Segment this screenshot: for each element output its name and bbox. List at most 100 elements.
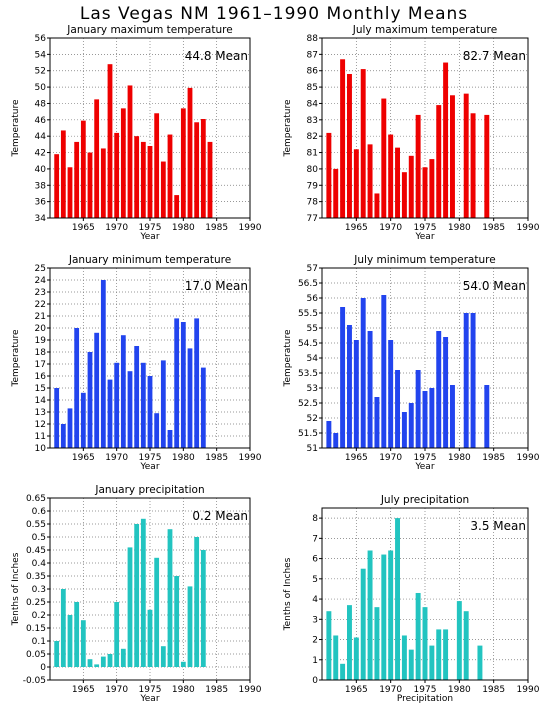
y-tick-label: 52: [35, 67, 46, 77]
bar-1981: [463, 611, 469, 680]
y-tick-label: 0.2: [32, 611, 46, 621]
y-tick-label: 46: [35, 116, 47, 126]
bar-1981: [187, 586, 193, 667]
bar-1965: [353, 149, 359, 218]
bar-1962: [333, 168, 339, 218]
chart-title: July maximum temperature: [352, 24, 497, 36]
bar-1966: [360, 298, 366, 448]
y-tick-label: 0.4: [32, 559, 47, 569]
x-tick-label: 1985: [205, 223, 228, 233]
bar-1979: [174, 318, 180, 448]
x-tick-label: 1980: [448, 685, 471, 695]
bar-1981: [463, 313, 469, 448]
chart-title: January maximum temperature: [66, 24, 232, 36]
y-tick-label: 82: [307, 132, 318, 142]
x-tick-label: 1980: [448, 453, 471, 463]
bar-1973: [134, 136, 140, 218]
bar-1980: [180, 108, 186, 218]
bar-1977: [436, 629, 442, 680]
bar-1963: [340, 307, 346, 448]
bar-1983: [200, 550, 206, 667]
bar-1963: [67, 167, 73, 218]
x-tick-label: 1975: [139, 453, 162, 463]
bar-1968: [374, 397, 380, 448]
y-axis-label: Temperature: [11, 99, 21, 157]
x-axis-label: Year: [139, 462, 159, 472]
bar-1977: [160, 646, 166, 667]
bar-1964: [74, 141, 80, 218]
bar-1974: [140, 141, 146, 218]
bar-1967: [94, 99, 100, 218]
x-tick-label: 1965: [345, 223, 368, 233]
x-tick-label: 1970: [105, 453, 128, 463]
x-tick-label: 1975: [139, 685, 162, 695]
y-tick-label: 52: [307, 414, 318, 424]
x-tick-label: 1970: [105, 223, 128, 233]
y-tick-label: 52.5: [298, 399, 318, 409]
y-tick-label: 86: [307, 67, 319, 77]
bar-1979: [449, 385, 455, 448]
y-tick-label: 8: [312, 514, 318, 524]
bar-1976: [154, 413, 160, 448]
bar-1975: [147, 609, 153, 667]
bar-1967: [367, 331, 373, 448]
bar-1978: [443, 629, 449, 680]
bar-1982: [470, 313, 476, 448]
y-tick-label: 22: [35, 300, 46, 310]
chart-panel-1: 34 36 38 40 42 44 46 48 50 52 54 56 1965 1970 1975 1980…: [11, 24, 262, 242]
y-tick-label: 53.5: [298, 369, 318, 379]
y-tick-label: 0: [312, 676, 318, 686]
chart-title: July precipitation: [380, 494, 469, 506]
bar-1975: [422, 607, 428, 680]
chart-panel-6: 0 1 2 3 4 5 6 7 8 1965 1970 1975 1980 1985 1990 July pr…: [283, 494, 540, 704]
y-tick-label: 19: [35, 336, 47, 346]
x-tick-label: 1965: [72, 685, 95, 695]
bar-1965: [353, 637, 359, 680]
bar-1965: [80, 392, 86, 448]
bar-1972: [401, 635, 407, 680]
y-tick-label: 83: [307, 116, 318, 126]
y-axis-label: Temperature: [11, 329, 21, 387]
bar-1971: [120, 648, 126, 667]
x-tick-label: 1965: [72, 453, 95, 463]
bar-1980: [456, 601, 462, 680]
y-tick-label: 0.6: [32, 507, 47, 517]
bar-1966: [87, 659, 93, 667]
x-tick-label: 1965: [72, 223, 95, 233]
bar-1976: [429, 159, 435, 218]
y-tick-label: 11: [35, 432, 46, 442]
y-tick-label: 1: [312, 656, 318, 666]
bar-1961: [326, 611, 332, 680]
bar-1984: [484, 385, 490, 448]
y-tick-label: 79: [307, 181, 319, 191]
mean-label: 44.8 Mean: [185, 49, 248, 63]
bar-1969: [381, 98, 387, 218]
y-tick-label: 53: [307, 384, 318, 394]
y-tick-label: 13: [35, 408, 46, 418]
x-tick-label: 1990: [517, 453, 540, 463]
y-tick-label: -0.05: [23, 676, 46, 686]
y-tick-label: 17: [35, 360, 46, 370]
bar-1973: [408, 155, 414, 218]
y-tick-label: 0: [40, 663, 46, 673]
bar-1967: [367, 144, 373, 218]
y-tick-label: 6: [312, 555, 318, 565]
x-tick-label: 1975: [414, 223, 437, 233]
bar-1970: [114, 132, 120, 218]
bar-1976: [429, 388, 435, 448]
bar-1978: [167, 529, 173, 667]
bar-1971: [395, 518, 401, 680]
bar-1966: [87, 152, 93, 218]
chart-panel-3: 10 11 12 13 14 15 16 17 18 19 20 21 22 23 24 25 1965 1970…: [11, 254, 262, 472]
x-tick-label: 1975: [139, 223, 162, 233]
bar-1972: [127, 547, 133, 667]
y-tick-label: 51.5: [298, 429, 318, 439]
x-tick-label: 1990: [239, 453, 262, 463]
bar-1969: [107, 64, 113, 218]
y-tick-label: 56: [307, 294, 319, 304]
x-tick-label: 1990: [517, 223, 540, 233]
bar-1978: [443, 62, 449, 218]
x-tick-label: 1985: [205, 685, 228, 695]
y-tick-label: 0.35: [26, 572, 46, 582]
